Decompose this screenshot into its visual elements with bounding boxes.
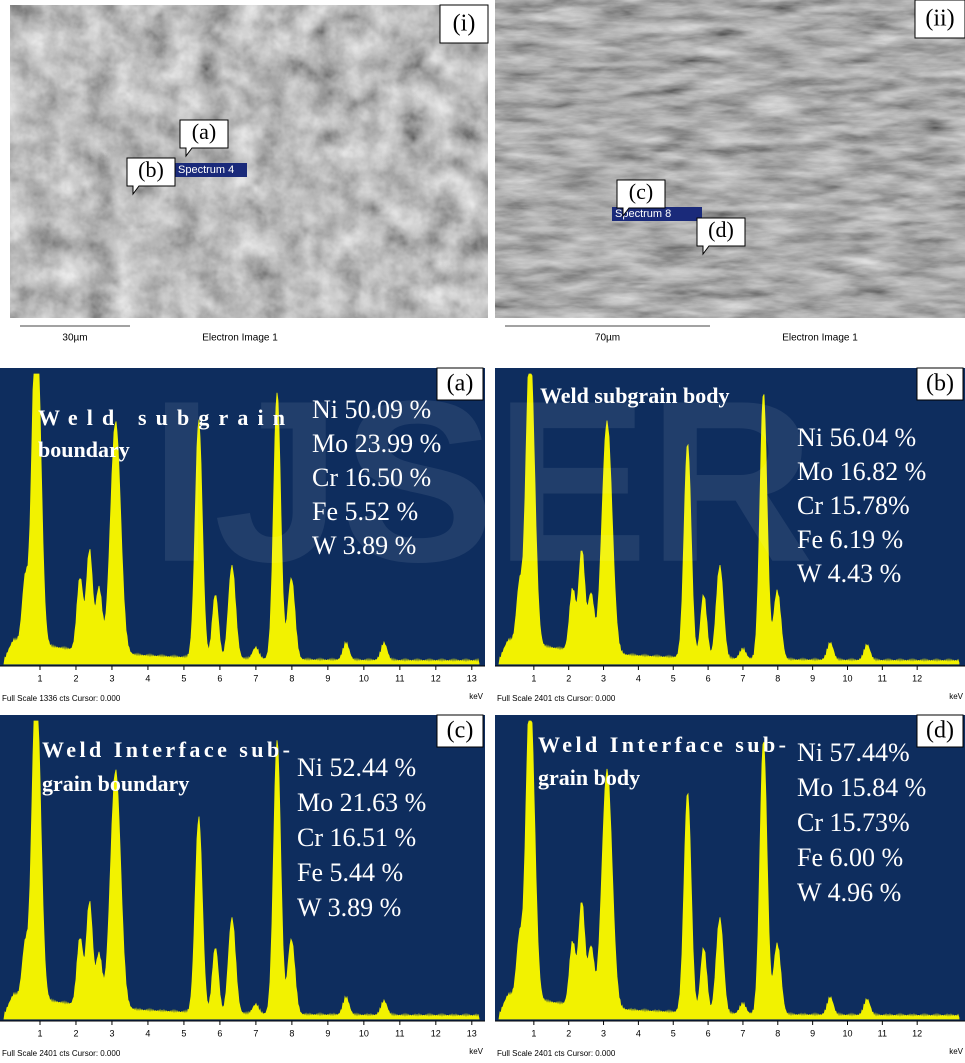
axis-tick-label: 12	[912, 1028, 922, 1038]
axis-tick-label: 1	[531, 673, 536, 683]
panel-label: (c)	[447, 718, 474, 744]
axis-tick-label: 11	[395, 1028, 404, 1038]
scale-bar-label: 70µm	[595, 333, 620, 344]
watermark: IJSER	[150, 353, 815, 610]
figure: 30µm Electron Image 1 Spectrum 4 (a) (b) (i) 7…	[0, 0, 965, 1063]
axis-tick-label: 1	[37, 1028, 42, 1038]
axis-tick-label: 9	[810, 1028, 815, 1038]
axis-tick-label: 8	[289, 673, 294, 683]
axis-unit: keV	[949, 692, 963, 701]
composition-line: Ni 57.44%	[797, 738, 910, 767]
axis-unit: keV	[949, 1047, 963, 1056]
axis-tick-label: 11	[878, 673, 887, 683]
axis-tick-label: 11	[395, 673, 404, 683]
axis-tick-label: 3	[109, 1028, 114, 1038]
composition-line: Mo 16.82 %	[797, 457, 926, 486]
image-caption: Electron Image 1	[782, 333, 858, 344]
composition-line: W 4.96 %	[797, 878, 901, 907]
axis-tick-label: 6	[706, 673, 711, 683]
axis-tick-label: 9	[810, 673, 815, 683]
spectrum-title: boundary	[38, 437, 130, 462]
spectrum-footer: Full Scale 2401 cts Cursor: 0.000	[497, 694, 616, 703]
spectrum-title: grain body	[538, 765, 640, 790]
axis-tick-label: 4	[636, 1028, 641, 1038]
composition-line: Cr 15.73%	[797, 808, 910, 837]
axis-tick-label: 3	[601, 1028, 606, 1038]
spectrum-footer: Full Scale 1336 cts Cursor: 0.000	[2, 694, 121, 703]
axis-tick-label: 9	[325, 673, 330, 683]
axis-tick-label: 10	[359, 1028, 369, 1038]
axis-tick-label: 8	[775, 1028, 780, 1038]
axis-tick-label: 6	[217, 673, 222, 683]
callout-label: (d)	[708, 217, 734, 242]
callout-label: (b)	[138, 157, 164, 182]
axis-tick-label: 4	[145, 1028, 150, 1038]
axis-tick-label: 7	[740, 1028, 745, 1038]
axis-tick-label: 9	[325, 1028, 330, 1038]
spectrum-title: grain boundary	[42, 771, 189, 796]
composition-line: Mo 21.63 %	[297, 788, 426, 817]
composition-line: Mo 15.84 %	[797, 773, 926, 802]
axis-tick-label: 4	[636, 673, 641, 683]
axis-tick-label: 13	[467, 1028, 477, 1038]
image-caption: Electron Image 1	[202, 333, 278, 344]
spectrum-tag-label: Spectrum 4	[178, 164, 234, 176]
composition-line: Ni 52.44 %	[297, 753, 416, 782]
spectrum-title: Weld Interface sub-	[42, 737, 290, 762]
sem-texture	[495, 0, 965, 318]
axis-tick-label: 2	[73, 673, 78, 683]
composition-line: W 3.89 %	[297, 893, 401, 922]
axis-tick-label: 13	[467, 673, 477, 683]
spectrum-title: Weld Interface sub-	[538, 732, 786, 757]
axis-tick-label: 5	[181, 1028, 186, 1038]
axis-tick-label: 2	[73, 1028, 78, 1038]
scale-bar-label: 30µm	[62, 333, 87, 344]
spectrum-footer: Full Scale 2401 cts Cursor: 0.000	[2, 1049, 121, 1058]
axis-tick-label: 11	[878, 1028, 887, 1038]
axis-tick-label: 5	[671, 1028, 676, 1038]
composition-line: Fe 6.00 %	[797, 843, 903, 872]
axis-tick-label: 2	[566, 673, 571, 683]
axis-tick-label: 10	[842, 673, 852, 683]
axis-tick-label: 10	[359, 673, 369, 683]
axis-tick-label: 1	[531, 1028, 536, 1038]
axis-tick-label: 1	[37, 673, 42, 683]
axis-tick-label: 8	[775, 673, 780, 683]
composition-line: Ni 56.04 %	[797, 423, 916, 452]
image-footer	[495, 318, 965, 345]
axis-tick-label: 12	[912, 673, 922, 683]
axis-tick-label: 7	[253, 1028, 258, 1038]
axis-tick-label: 10	[842, 1028, 852, 1038]
axis-tick-label: 3	[601, 673, 606, 683]
axis-tick-label: 7	[740, 673, 745, 683]
axis-tick-label: 6	[706, 1028, 711, 1038]
axis-tick-label: 12	[431, 673, 441, 683]
axis-tick-label: 12	[431, 1028, 441, 1038]
axis-tick-label: 5	[181, 673, 186, 683]
composition-line: Cr 16.51 %	[297, 823, 416, 852]
callout-label: (a)	[192, 119, 216, 144]
composition-line: Fe 5.44 %	[297, 858, 403, 887]
axis-tick-label: 7	[253, 673, 258, 683]
axis-unit: keV	[469, 692, 483, 701]
callout-label: (c)	[629, 179, 653, 204]
axis-tick-label: 5	[671, 673, 676, 683]
axis-unit: keV	[469, 1047, 483, 1056]
panel-label: (b)	[926, 371, 954, 397]
panel-label: (i)	[453, 11, 476, 37]
sem-texture	[10, 5, 488, 318]
axis-tick-label: 8	[289, 1028, 294, 1038]
panel-label: (ii)	[925, 6, 954, 32]
spectrum-footer: Full Scale 2401 cts Cursor: 0.000	[497, 1049, 616, 1058]
axis-tick-label: 6	[217, 1028, 222, 1038]
panel-label: (d)	[926, 718, 954, 744]
axis-tick-label: 3	[109, 673, 114, 683]
axis-tick-label: 2	[566, 1028, 571, 1038]
axis-tick-label: 4	[145, 673, 150, 683]
